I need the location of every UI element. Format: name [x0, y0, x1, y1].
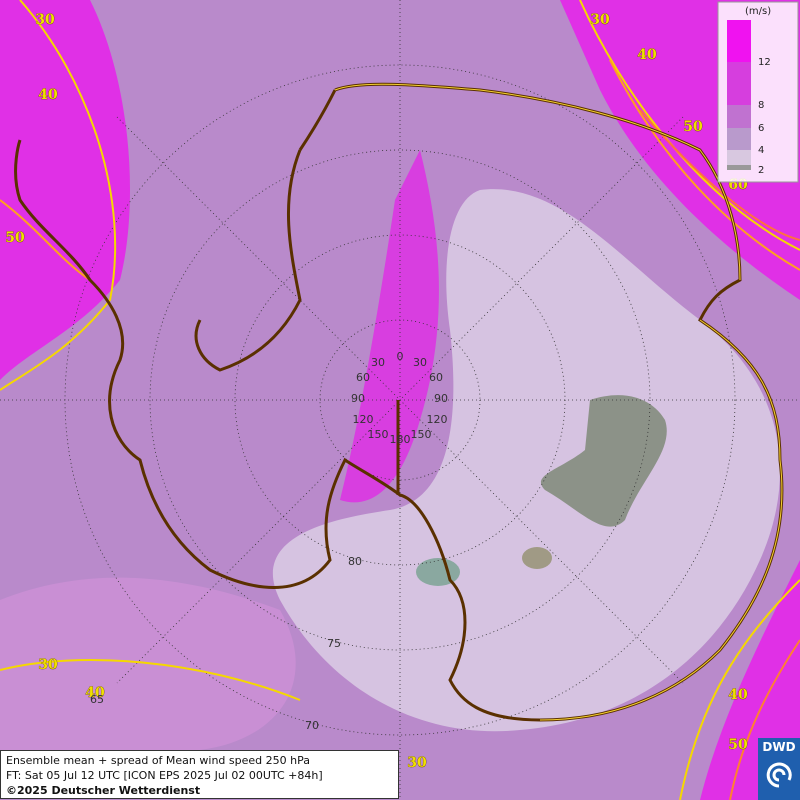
graticule-label: 70: [305, 719, 319, 732]
jet-region: [0, 0, 130, 380]
legend-swatch: [727, 150, 751, 165]
graticule-label: 30: [371, 356, 385, 369]
caption: Ensemble mean + spread of Mean wind spee…: [0, 750, 399, 799]
graticule-label: 60: [356, 371, 370, 384]
graticule-label: 150: [411, 428, 432, 441]
graticule-label: 120: [353, 413, 374, 426]
coastline-highlight: [334, 83, 783, 721]
legend-tick: 4: [758, 145, 764, 156]
legend: (m/s) 12 8 6 4 2: [717, 1, 799, 183]
graticule-label: 0: [397, 350, 404, 363]
graticule-label: 120: [427, 413, 448, 426]
legend-swatch: [727, 165, 751, 170]
legend-tick: 2: [758, 165, 764, 176]
contour-label: 50: [683, 119, 703, 135]
legend-unit: (m/s): [745, 6, 771, 17]
calm-region: [272, 189, 780, 732]
logo: DWD: [758, 738, 800, 800]
contour-label: 30: [407, 755, 427, 771]
legend-tick: 6: [758, 123, 764, 134]
contour-label: 40: [85, 685, 105, 701]
contour-label: 50: [728, 737, 748, 753]
gray-region: [522, 547, 552, 569]
legend-tick: 12: [758, 57, 771, 68]
contour-label: 30: [590, 12, 610, 28]
logo-icon: [766, 762, 792, 788]
graticule-label: 90: [434, 392, 448, 405]
contour-label: 50: [5, 230, 25, 246]
legend-swatch: [727, 128, 751, 150]
caption-line: ©2025 Deutscher Wetterdienst: [6, 784, 201, 797]
contour-label: 30: [35, 12, 55, 28]
legend-swatch: [727, 62, 751, 105]
graticule-label: 65: [90, 693, 104, 706]
logo-text: DWD: [762, 740, 796, 754]
graticule-label: 30: [413, 356, 427, 369]
graticule-label: 80: [348, 555, 362, 568]
legend-swatch: [727, 105, 751, 128]
caption-line: Ensemble mean + spread of Mean wind spee…: [6, 754, 310, 767]
contour-label: 40: [38, 87, 58, 103]
graticule-label: 90: [351, 392, 365, 405]
graticule-label: 150: [368, 428, 389, 441]
contour-label: 30: [38, 657, 58, 673]
graticule-label: 180: [390, 433, 411, 446]
graticule-label: 60: [429, 371, 443, 384]
contour-label: 40: [728, 687, 748, 703]
caption-line: FT: Sat 05 Jul 12 UTC [ICON EPS 2025 Jul…: [6, 769, 323, 782]
graticule-label: 75: [327, 637, 341, 650]
contour-label: 40: [637, 47, 657, 63]
legend-swatch: [727, 20, 751, 62]
legend-tick: 8: [758, 100, 764, 111]
gray-region: [540, 395, 667, 527]
